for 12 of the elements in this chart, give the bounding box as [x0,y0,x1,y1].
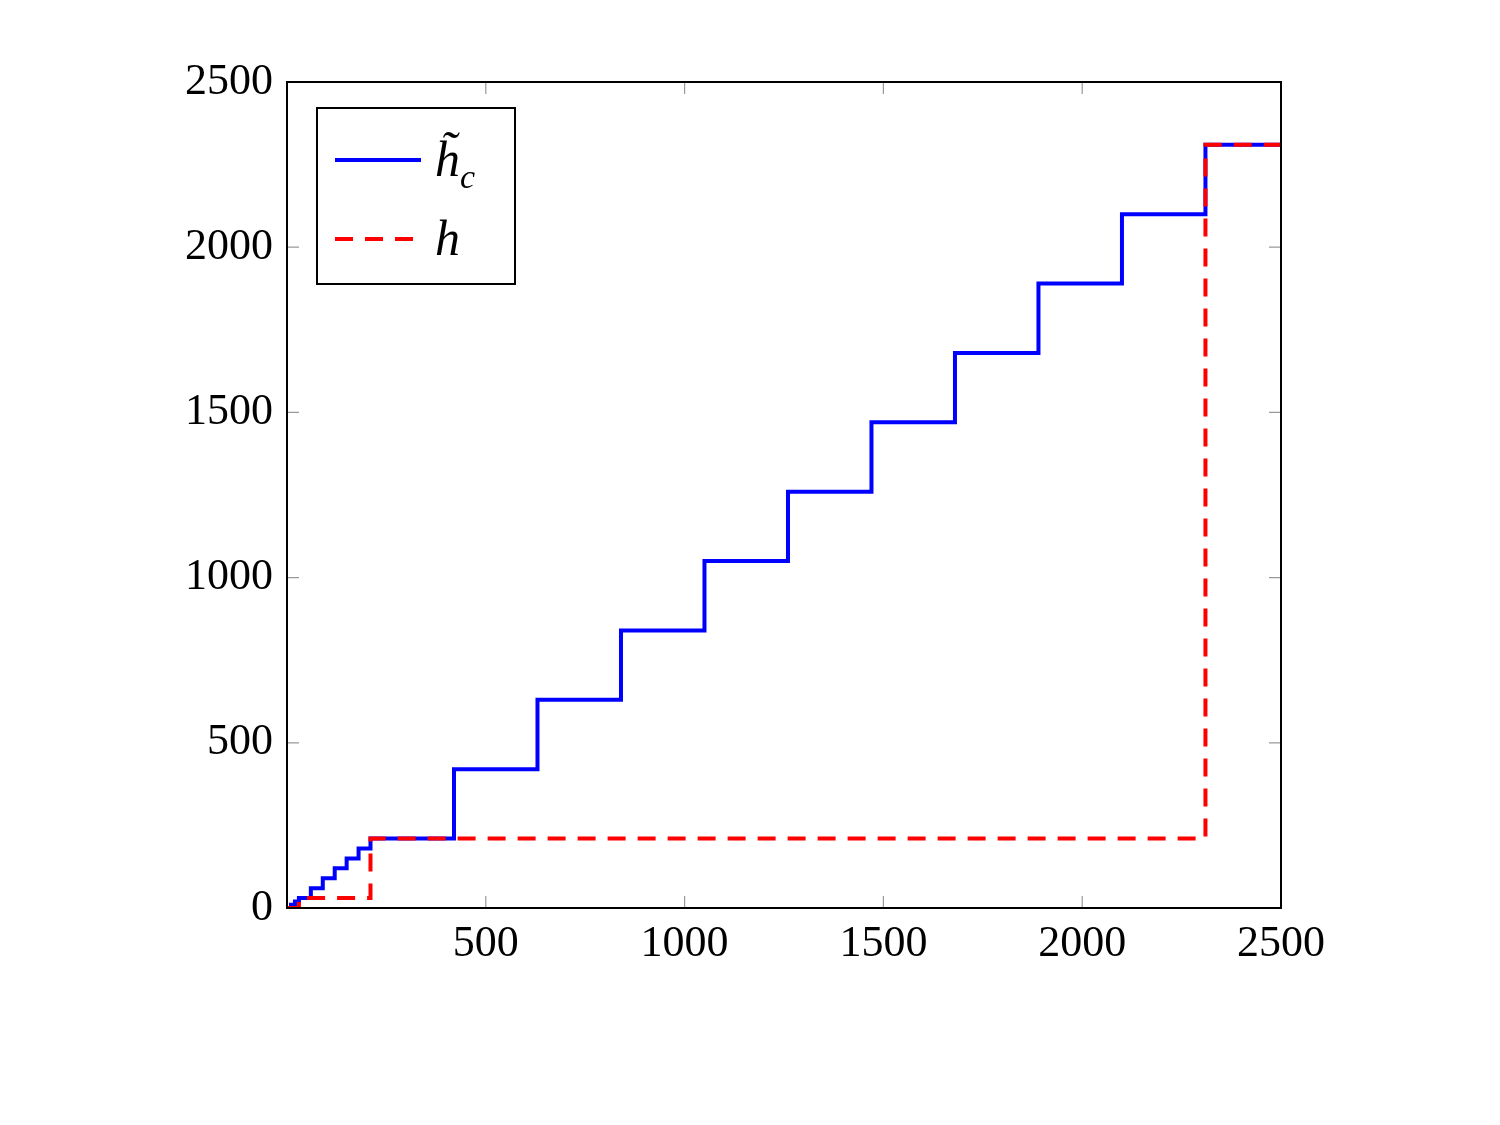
legend-label: h [435,210,460,266]
y-tick-label: 1000 [185,550,273,600]
x-tick-label: 2500 [1237,916,1325,966]
x-tick-label: 1000 [640,916,729,966]
x-tick-label: 1500 [839,916,928,966]
x-tick-label: 2000 [1038,916,1127,966]
y-tick-label: 0 [251,880,273,930]
y-tick-label: 2000 [185,219,273,269]
x-tick-label: 500 [452,916,519,966]
y-tick-label: 2500 [185,54,273,104]
y-tick-label: 500 [207,715,273,765]
y-tick-label: 1500 [185,384,273,434]
